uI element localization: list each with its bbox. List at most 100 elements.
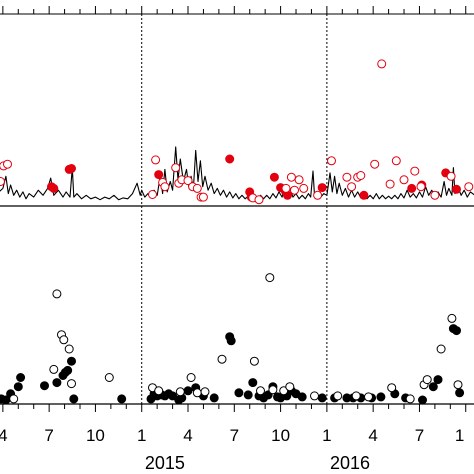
bottom-open-point-17: [265, 273, 275, 283]
top-open-point-25: [347, 182, 357, 192]
top-open-point-31: [391, 156, 401, 166]
top-filled-point-5: [225, 154, 235, 164]
bottom-filled-point-10: [67, 356, 76, 366]
bottom-filled-point-55: [455, 388, 465, 398]
top-open-point-19: [290, 185, 299, 195]
bottom-open-point-25: [387, 383, 397, 393]
bottom-filled-point-27: [226, 336, 236, 346]
x-tick-label-8: 4: [368, 426, 377, 445]
bottom-filled-point-6: [52, 378, 62, 388]
bottom-open-point-31: [453, 380, 463, 390]
bottom-open-point-21: [310, 391, 319, 401]
bottom-filled-point-11: [69, 394, 79, 404]
bottom-filled-point-47: [376, 392, 386, 402]
bottom-filled-point-28: [234, 388, 244, 398]
bottom-filled-point-54: [452, 326, 461, 336]
bottom-open-point-29: [436, 344, 446, 354]
bottom-open-point-20: [285, 382, 295, 392]
bottom-filled-point-40: [297, 392, 307, 402]
x-tick-label-1: 7: [44, 426, 53, 445]
top-filled-point-4: [154, 170, 164, 180]
bottom-open-point-16: [256, 386, 265, 396]
top-open-point-37: [464, 182, 474, 192]
x-tick-label-9: 7: [415, 426, 424, 445]
year-label-1: 2016: [330, 453, 370, 473]
top-open-point-33: [410, 166, 420, 176]
bottom-filled-point-25: [209, 393, 219, 403]
bottom-open-point-15: [249, 356, 259, 366]
top-open-point-34: [416, 182, 426, 192]
top-open-point-29: [377, 59, 387, 69]
x-tick-label-6: 10: [271, 426, 290, 445]
top-open-point-3: [148, 190, 157, 199]
top-panel: [0, 59, 474, 205]
frame-layer: [0, 6, 474, 412]
top-filled-point-14: [407, 183, 417, 193]
bottom-open-point-1: [49, 364, 59, 374]
bottom-open-point-26: [405, 394, 415, 404]
top-open-point-2: [3, 159, 12, 169]
top-open-point-6: [160, 182, 170, 192]
bottom-open-point-18: [268, 385, 278, 395]
bottom-filled-point-29: [243, 390, 253, 400]
bottom-open-point-9: [154, 386, 164, 396]
bottom-filled-point-50: [418, 395, 427, 405]
bottom-open-point-2: [52, 289, 62, 299]
bottom-filled-point-4: [16, 373, 26, 382]
top-open-point-12: [192, 183, 202, 193]
top-filled-point-12: [317, 183, 327, 193]
axis-labels: 4 7 10 1 4 7 10 1 4 7 1 2015 2016: [0, 426, 464, 473]
bottom-open-point-0: [9, 394, 19, 404]
bottom-open-point-22: [333, 391, 343, 401]
bottom-open-point-28: [422, 375, 432, 385]
bottom-filled-point-41: [317, 393, 327, 403]
top-open-point-21: [299, 183, 309, 193]
bottom-open-point-7: [104, 373, 114, 382]
bottom-filled-point-19: [168, 391, 178, 401]
bottom-open-point-5: [64, 344, 74, 354]
bottom-open-point-6: [67, 379, 76, 389]
bottom-open-point-30: [447, 313, 457, 323]
bottom-filled-point-5: [40, 381, 49, 391]
year-label-0: 2015: [145, 453, 185, 473]
bottom-filled-point-9: [63, 365, 73, 375]
bottom-open-point-13: [200, 387, 210, 397]
x-tick-label-0: 4: [0, 426, 8, 445]
bottom-open-point-23: [351, 391, 361, 401]
top-open-point-14: [198, 192, 208, 202]
bottom-open-point-11: [186, 373, 196, 382]
x-tick-label-5: 7: [230, 426, 239, 445]
top-open-point-16: [254, 195, 264, 205]
bottom-filled-point-51: [428, 382, 438, 392]
top-open-point-27: [356, 171, 366, 180]
top-filled-point-13: [359, 190, 369, 200]
top-open-point-20: [294, 175, 304, 185]
top-filled-point-1: [49, 183, 59, 193]
x-tick-label-3: 1: [137, 426, 146, 445]
x-tick-label-2: 10: [86, 426, 105, 445]
top-open-point-28: [370, 159, 380, 169]
top-filled-point-3: [67, 164, 76, 173]
top-open-point-23: [327, 156, 336, 166]
x-tick-label-10: 1: [455, 426, 464, 445]
top-open-point-10: [183, 176, 193, 186]
top-open-point-22: [313, 190, 323, 200]
top-filled-point-17: [452, 184, 461, 194]
top-open-point-7: [171, 163, 181, 173]
bottom-filled-point-22: [183, 386, 193, 396]
top-open-point-35: [430, 190, 440, 200]
top-open-point-0: [0, 177, 5, 186]
bottom-filled-point-30: [248, 378, 258, 388]
top-open-point-4: [151, 155, 161, 165]
top-open-point-24: [342, 172, 352, 182]
top-open-point-32: [399, 175, 409, 185]
top-open-point-18: [286, 172, 296, 182]
x-tick-label-7: 1: [322, 426, 331, 445]
bottom-open-point-19: [279, 386, 289, 396]
bottom-open-point-24: [364, 392, 373, 402]
bottom-open-point-12: [192, 388, 202, 398]
bottom-filled-point-3: [13, 382, 23, 392]
x-tick-label-4: 4: [183, 426, 192, 445]
bottom-open-point-10: [175, 387, 185, 397]
bottom-open-point-4: [59, 335, 69, 345]
